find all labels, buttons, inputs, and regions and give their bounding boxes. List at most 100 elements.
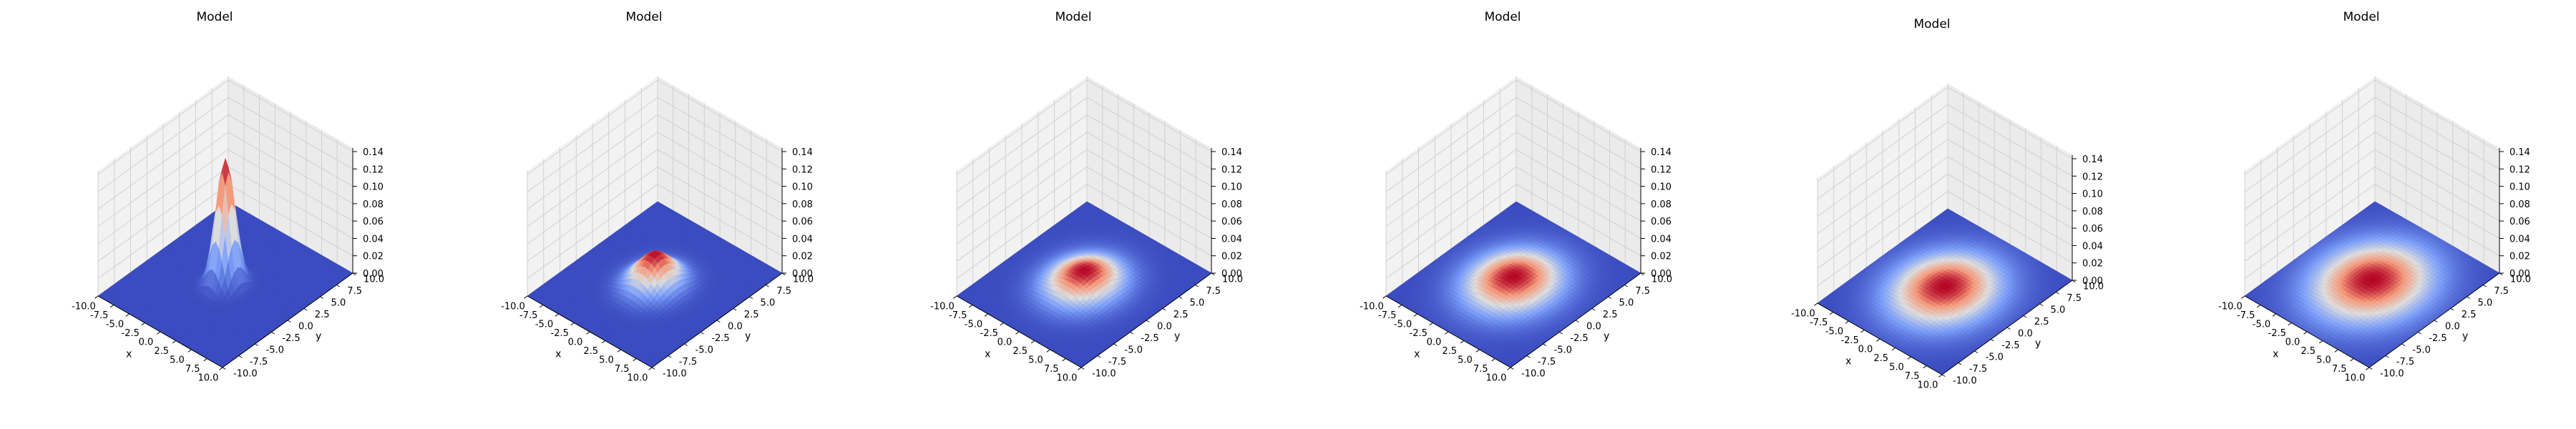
y-tick [668,355,672,358]
y-tick-label: -7.5 [250,357,268,368]
z-tick-label: 0.08 [363,199,384,210]
z-tick-label: 0.06 [792,217,813,227]
x-tick [524,295,528,299]
z-tick-label: 0.04 [363,234,384,245]
y-tick-label: -7.5 [679,357,697,368]
z-tick-label: 0.08 [792,199,813,210]
gridline [97,114,229,209]
y-tick-label: 2.5 [744,310,759,320]
y-tick-label: -10.0 [663,369,687,380]
subplot-2: -10.0-7.5-5.0-2.50.02.55.07.510.0 -10.0-7… [501,10,814,384]
y-tick [651,367,655,370]
y-tick [749,296,753,299]
gridline [97,79,229,175]
x-tick [633,358,637,362]
z-tick-label: 0.02 [363,252,384,262]
y-tick-label: 5.0 [331,298,346,309]
z-tick-label: 0.00 [363,269,384,280]
x-tick [109,305,114,308]
z-tick-label: 0.04 [792,234,813,245]
y-tick [303,308,308,311]
y-tick [271,332,275,335]
y-tick [222,367,226,370]
z-tick-label: 0.06 [363,217,384,227]
gridline [97,149,229,245]
x-tick-label: 5.0 [599,355,614,366]
x-tick [570,322,575,326]
gridline [228,114,353,187]
x-tick [203,358,208,362]
x-tick-label: 2.5 [154,346,169,357]
z-tick-label: 0.10 [363,182,384,193]
x-tick-label: 0.0 [139,337,154,348]
chart-title: Model [196,10,233,24]
x-tick [219,367,223,370]
z-tick-label: 0.12 [363,164,384,175]
x-tick-label: -2.5 [122,328,140,339]
x-tick [141,322,145,326]
x-tick-label: 2.5 [583,346,598,357]
gridline [228,184,353,257]
x-axis-label: x [126,349,132,360]
gridline [97,184,229,280]
gridline [97,97,229,192]
y-tick [336,285,340,287]
gridline [228,97,353,169]
x-tick-label: 5.0 [170,355,185,366]
y-tick [320,296,324,299]
subplot-1: -10.0-7.5-5.0-2.50.02.55.07.510.0 -10.0-7… [72,10,384,384]
x-tick-label: 10.0 [198,373,219,384]
y-tick [287,320,291,322]
y-tick-label: -5.0 [696,345,713,356]
y-tick-label: 0.0 [728,322,743,332]
x-tick [601,340,606,344]
y-tick-label: 2.5 [315,310,330,320]
chart-title: Model [625,10,662,24]
y-tick-label: -2.5 [282,333,300,344]
x-tick-label: 10.0 [628,373,648,384]
gridline [228,132,353,204]
x-tick [586,331,590,335]
y-tick-label: -10.0 [233,369,258,380]
x-tick [94,295,99,299]
x-tick [187,349,192,352]
gridline [97,132,229,227]
z-tick-label: 0.10 [792,182,813,193]
x-tick-label: 0.0 [568,337,583,348]
y-tick [684,343,688,346]
y-tick-label: -2.5 [711,333,729,344]
y-tick [766,285,769,287]
x-tick [539,305,544,308]
z-tick-label: 0.00 [792,269,813,280]
x-tick [157,331,161,335]
x-tick [555,313,559,317]
y-tick-label: 7.5 [776,286,791,297]
gridline [228,149,353,222]
y-tick-label: -5.0 [266,345,284,356]
x-tick [172,340,177,344]
gridline [228,166,353,239]
y-tick [701,332,704,335]
z-tick-label: 0.14 [792,147,813,158]
y-tick-label: 5.0 [761,298,776,309]
y-tick-label: 0.0 [298,322,313,332]
subplot-3: -10.0-7.5-5.0-2.50.02.55.07.510.0 -10.0-7… [930,10,1243,384]
x-tick [125,313,130,317]
x-axis-label: x [555,349,561,360]
y-tick [716,320,721,322]
x-tick [648,367,653,370]
z-tick-label: 0.02 [792,252,813,262]
y-axis-label: y [316,331,321,342]
gridline [228,79,353,152]
z-tick-label: 0.12 [792,164,813,175]
y-tick [733,308,737,311]
x-tick [617,349,621,352]
z-tick-label: 0.14 [363,147,384,158]
gridline [97,167,229,262]
y-axis-label: y [745,331,751,342]
x-tick-label: -2.5 [551,328,569,339]
y-tick [238,355,243,358]
surface [97,157,353,368]
y-tick-label: 7.5 [347,286,362,297]
